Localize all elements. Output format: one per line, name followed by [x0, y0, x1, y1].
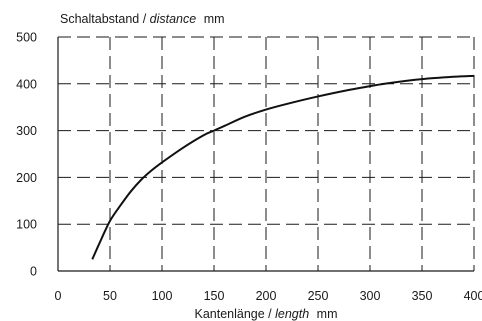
y-tick-label-200: 200 — [16, 171, 37, 185]
x-tick-label-300: 300 — [360, 289, 381, 303]
y-tick-label-300: 300 — [16, 124, 37, 138]
x-tick-label-0: 0 — [55, 289, 62, 303]
x-axis-title-unit: mm — [317, 307, 338, 321]
x-tick-label-50: 50 — [103, 289, 117, 303]
y-tick-label-500: 500 — [16, 31, 37, 45]
x-axis-title-italic: length — [275, 307, 309, 321]
y-tick-label-400: 400 — [16, 77, 37, 91]
grid — [58, 36, 475, 271]
y-axis-title: Schaltabstand / distance mm — [60, 12, 225, 26]
plot-area — [91, 74, 475, 260]
x-tick-label-250: 250 — [308, 289, 329, 303]
x-axis-title-main: Kantenlänge / — [194, 307, 272, 321]
x-tick-labels: 0 50 100 150 200 250 300 350 400 — [55, 289, 482, 303]
y-axis-title-unit: mm — [204, 12, 225, 26]
y-axis-title-main: Schaltabstand / — [60, 12, 147, 26]
y-tick-label-0: 0 — [30, 265, 37, 279]
axes — [57, 37, 474, 272]
x-tick-label-350: 350 — [412, 289, 433, 303]
x-tick-label-200: 200 — [256, 289, 277, 303]
y-tick-labels: 0 100 200 300 400 500 — [16, 31, 37, 279]
x-axis-title: Kantenlänge / length mm — [194, 307, 337, 321]
y-axis-title-italic: distance — [150, 12, 197, 26]
y-tick-label-100: 100 — [16, 218, 37, 232]
series-line-0 — [91, 74, 475, 260]
x-tick-label-400: 400 — [464, 289, 482, 303]
x-tick-label-100: 100 — [152, 289, 173, 303]
x-tick-label-150: 150 — [204, 289, 225, 303]
